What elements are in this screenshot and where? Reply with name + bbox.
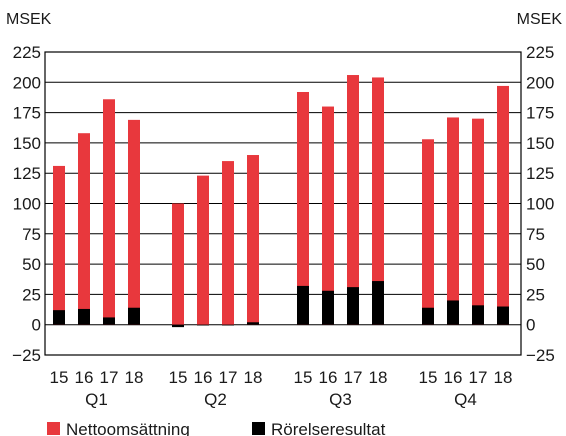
bar-rorelseresultat	[322, 290, 334, 325]
bar-rorelseresultat	[347, 287, 359, 325]
y-tick-label-left: 100	[13, 195, 41, 214]
y-tick-label-left: 225	[13, 43, 41, 62]
y-tick-label-left: 25	[22, 285, 41, 304]
legend-label: Rörelseresultat	[271, 420, 386, 436]
bar-nettoomsattning	[222, 161, 234, 325]
x-category-label: 16	[194, 368, 213, 387]
bar-nettoomsattning	[447, 117, 459, 325]
x-category-label: 16	[75, 368, 94, 387]
bar-nettoomsattning	[197, 175, 209, 325]
y-tick-label-right: 25	[526, 285, 545, 304]
y-unit-left: MSEK	[6, 11, 52, 28]
bar-rorelseresultat	[222, 324, 234, 326]
bar-rorelseresultat	[103, 317, 115, 325]
y-tick-label-right: 50	[526, 255, 545, 274]
y-axis-right: −25 0 25 50 75 100 125 150 175 200 225 MSEK	[517, 11, 563, 365]
bar-rorelseresultat	[497, 306, 509, 325]
y-tick-label-right: 0	[526, 316, 535, 335]
bar-nettoomsattning	[247, 155, 259, 325]
x-category-label: 16	[319, 368, 338, 387]
x-category-label: 15	[169, 368, 188, 387]
bar-rorelseresultat	[78, 308, 90, 325]
bar-rorelseresultat	[472, 305, 484, 325]
bar-nettoomsattning	[322, 106, 334, 325]
bar-nettoomsattning	[53, 165, 65, 325]
y-tick-label-right: −25	[526, 346, 555, 365]
bar-rorelseresultat	[53, 310, 65, 325]
x-category-label: 15	[50, 368, 69, 387]
bar-nettoomsattning	[128, 119, 140, 325]
legend-swatch	[252, 422, 265, 435]
x-group-label: Q3	[329, 390, 352, 409]
bar-nettoomsattning	[78, 133, 90, 325]
x-category-label: 17	[100, 368, 119, 387]
x-category-label: 17	[469, 368, 488, 387]
legend-swatch	[47, 422, 60, 435]
bar-rorelseresultat	[422, 307, 434, 325]
bar-nettoomsattning	[372, 77, 384, 325]
x-axis: 15 16 17 18 Q1 15 16 17 18 Q2 15 16 17 18 Q3 15 16 17 18 Q4	[50, 368, 513, 409]
bar-rorelseresultat	[197, 324, 209, 326]
bar-nettoomsattning	[472, 118, 484, 325]
bars	[53, 75, 509, 328]
bar-nettoomsattning	[497, 85, 509, 325]
x-category-label: 17	[219, 368, 238, 387]
y-tick-label-left: 125	[13, 164, 41, 183]
plot-frame	[44, 51, 522, 356]
plot-border	[44, 51, 522, 356]
y-tick-label-right: 125	[526, 164, 554, 183]
y-axis-left: −25 0 25 50 75 100 125 150 175 200 225 MSEK	[6, 11, 52, 365]
bar-rorelseresultat	[372, 281, 384, 325]
y-tick-label-right: 225	[526, 43, 554, 62]
bar-nettoomsattning	[422, 139, 434, 325]
y-tick-label-left: 75	[22, 225, 41, 244]
y-tick-label-right: 75	[526, 225, 545, 244]
x-group-label: Q4	[454, 390, 477, 409]
x-category-label: 17	[344, 368, 363, 387]
bar-nettoomsattning	[347, 75, 359, 325]
y-tick-label-right: 200	[526, 73, 554, 92]
bar-rorelseresultat	[297, 285, 309, 325]
y-tick-label-left: 200	[13, 73, 41, 92]
legend: Nettoomsättning Rörelseresultat	[47, 420, 386, 436]
x-group-label: Q1	[85, 390, 108, 409]
x-category-label: 18	[244, 368, 263, 387]
bar-rorelseresultat	[172, 324, 184, 328]
bar-nettoomsattning	[297, 91, 309, 325]
y-tick-label-left: −25	[12, 346, 41, 365]
y-unit-right: MSEK	[517, 11, 563, 28]
gridlines	[45, 81, 521, 326]
y-tick-label-right: 100	[526, 195, 554, 214]
x-category-label: 15	[419, 368, 438, 387]
x-category-label: 18	[125, 368, 144, 387]
x-category-label: 18	[369, 368, 388, 387]
bar-rorelseresultat	[128, 307, 140, 325]
y-tick-label-right: 150	[526, 134, 554, 153]
y-tick-label-left: 50	[22, 255, 41, 274]
y-tick-label-right: 175	[526, 104, 554, 123]
bar-rorelseresultat	[447, 300, 459, 325]
bar-rorelseresultat	[247, 322, 259, 325]
x-category-label: 15	[294, 368, 313, 387]
y-tick-label-left: 175	[13, 104, 41, 123]
legend-label: Nettoomsättning	[66, 420, 190, 436]
x-category-label: 16	[444, 368, 463, 387]
y-tick-label-left: 0	[32, 316, 41, 335]
x-group-label: Q2	[204, 390, 227, 409]
y-tick-label-left: 150	[13, 134, 41, 153]
x-category-label: 18	[494, 368, 513, 387]
bar-nettoomsattning	[172, 203, 184, 325]
bar-nettoomsattning	[103, 99, 115, 325]
